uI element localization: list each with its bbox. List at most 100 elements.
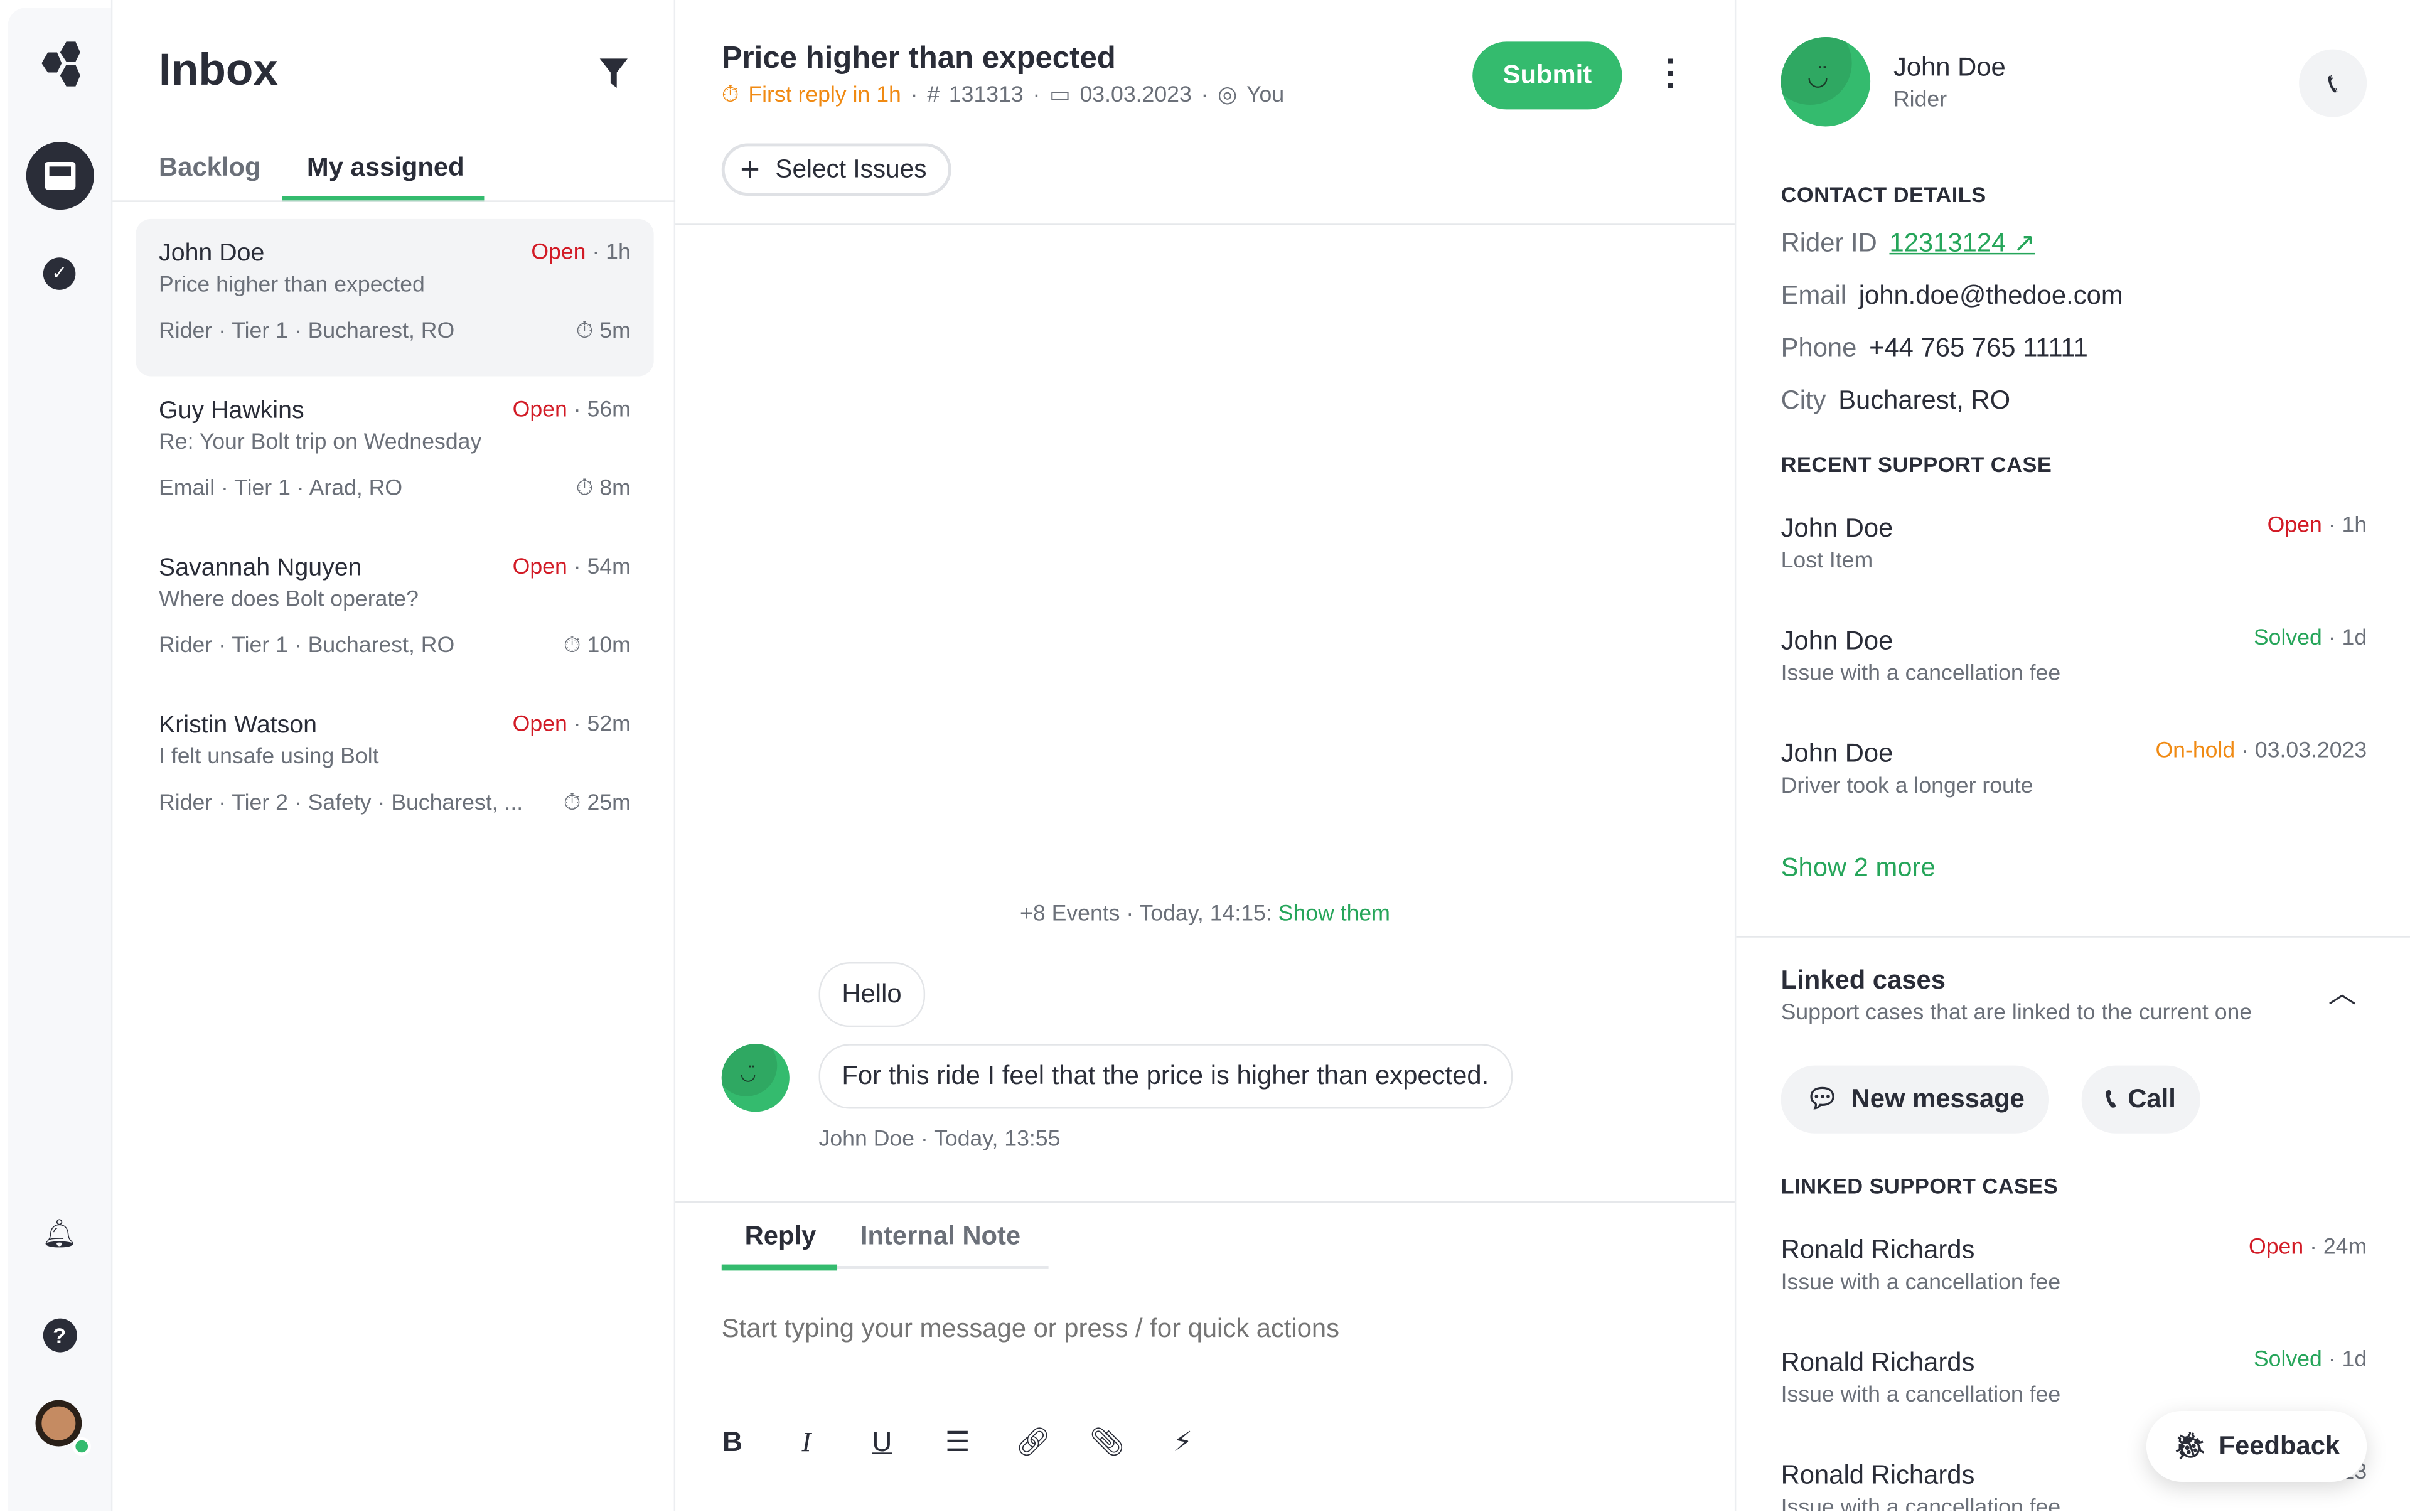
reply-input[interactable] — [721, 1314, 1678, 1345]
stopwatch-icon: ⏱ — [563, 791, 587, 816]
item-subject: Price higher than expected — [159, 272, 425, 298]
underline-icon[interactable]: U — [872, 1426, 892, 1457]
section-header: RECENT SUPPORT CASE — [1781, 451, 2052, 477]
case-name: Ronald Richards — [1781, 1235, 1975, 1265]
bug-icon: 🐞︎ — [2173, 1430, 2207, 1461]
tab-reply[interactable]: Reply — [744, 1221, 817, 1251]
phone-call-button[interactable]: 📞︎ — [2299, 49, 2367, 117]
inbox-icon[interactable] — [8, 142, 111, 210]
case-item[interactable]: John Doe On-hold · 03.03.2023 Driver took… — [1781, 738, 2367, 799]
italic-icon[interactable]: I — [801, 1426, 811, 1457]
logo-icon[interactable] — [8, 38, 111, 91]
show-events-link[interactable]: Show them — [1278, 902, 1390, 927]
case-name: John Doe — [1781, 738, 1893, 768]
label: City — [1781, 385, 1826, 415]
ticket-id: 131313 — [948, 83, 1024, 108]
case-subject: Issue with a cancellation fee — [1781, 661, 2061, 687]
page-title: Inbox — [159, 46, 279, 96]
inbox-item[interactable]: Guy Hawkins Open · 56m Re: Your Bolt trip… — [159, 397, 631, 501]
message-bubble: Hello — [818, 962, 925, 1027]
divider — [721, 1266, 1049, 1269]
tab-backlog[interactable]: Backlog — [159, 153, 261, 182]
tab-my-assigned[interactable]: My assigned — [306, 153, 464, 182]
list-icon[interactable]: ☰ — [945, 1426, 970, 1457]
item-timer: 8m — [599, 476, 631, 501]
label: Rider ID — [1781, 228, 1877, 258]
case-age: 1d — [2342, 626, 2367, 651]
stopwatch-icon: ⏱ — [563, 633, 587, 659]
divider — [675, 1201, 1735, 1203]
plus-icon: + — [740, 149, 760, 188]
inbox-item[interactable]: Kristin Watson Open · 52m I felt unsafe u… — [159, 712, 631, 816]
label: Email — [1781, 281, 1847, 310]
feedback-button[interactable]: 🐞︎ Feedback — [2146, 1410, 2367, 1482]
call-button[interactable]: 📞︎ Call — [2081, 1065, 2201, 1134]
chevron-up-icon[interactable]: ︿ — [2328, 977, 2356, 1009]
new-message-label: New message — [1851, 1084, 2025, 1113]
ticket-panel: Price higher than expected ⏱ First reply… — [675, 0, 1735, 1511]
inbox-item[interactable]: Savannah Nguyen Open · 54m Where does Bol… — [159, 555, 631, 659]
item-meta: Rider · Tier 1 · Bucharest, RO — [159, 633, 455, 659]
contact-avatar: ◡̈ — [721, 1044, 790, 1112]
first-reply: First reply in 1h — [748, 83, 901, 108]
item-age: 54m — [587, 555, 631, 580]
bold-icon[interactable]: B — [722, 1426, 742, 1457]
chat-icon: 💬︎ — [1805, 1084, 1839, 1113]
case-name: John Doe — [1781, 626, 1893, 656]
contact-role: Rider — [1893, 88, 1947, 113]
stopwatch-icon: ⏱ — [576, 476, 600, 501]
timer-icon: ⏱ — [721, 83, 739, 108]
case-subject: Issue with a cancellation fee — [1781, 1383, 2061, 1408]
message-meta: John Doe · Today, 13:55 — [818, 1127, 1061, 1152]
submit-button[interactable]: Submit — [1472, 41, 1622, 110]
tab-internal-note[interactable]: Internal Note — [860, 1221, 1021, 1251]
link-icon[interactable]: 🔗︎ — [1015, 1426, 1051, 1457]
ticket-title: Price higher than expected — [721, 41, 1116, 76]
email-value: john.doe@thedoe.com — [1858, 281, 2123, 310]
contact-panel: ◡̈ John Doe Rider 📞︎ CONTACT DETAILS Rid… — [1734, 0, 2410, 1511]
assignee: You — [1246, 83, 1285, 108]
case-subject: Issue with a cancellation fee — [1781, 1270, 2061, 1295]
inbox-item[interactable]: John Doe Open · 1h Price higher than expe… — [136, 218, 654, 377]
case-item[interactable]: Ronald Richards Open · 24m Issue with a c… — [1781, 1235, 2367, 1295]
stopwatch-icon: ⏱ — [576, 319, 600, 344]
case-name: Ronald Richards — [1781, 1348, 1975, 1377]
item-name: Guy Hawkins — [159, 397, 304, 424]
status-badge: Open — [512, 397, 567, 423]
divider — [1736, 936, 2410, 938]
avatar[interactable] — [8, 1400, 111, 1456]
case-item[interactable]: John Doe Open · 1h Lost Item — [1781, 513, 2367, 574]
ticket-meta: ⏱ First reply in 1h · # 131313 · ▭ 03.03.2… — [721, 83, 1285, 108]
case-name: John Doe — [1781, 513, 1893, 543]
case-age: 03.03.2023 — [2254, 738, 2367, 764]
rider-id-link[interactable]: 12313124 ↗ — [1889, 228, 2035, 258]
user-icon: ◎ — [1218, 83, 1238, 108]
show-more-link[interactable]: Show 2 more — [1781, 852, 1936, 882]
call-label: Call — [2128, 1084, 2176, 1113]
bell-icon[interactable]: 🔔︎ — [41, 1218, 77, 1250]
case-name: Ronald Richards — [1781, 1460, 1975, 1490]
item-timer: 10m — [587, 633, 631, 659]
item-name: Kristin Watson — [159, 712, 317, 739]
check-circle-icon[interactable]: ✓ — [8, 257, 111, 290]
hash-icon: # — [927, 83, 940, 108]
case-subject: Issue with a cancellation fee — [1781, 1496, 2061, 1511]
events-line: +8 Events · Today, 14:15: Show them — [675, 902, 1735, 926]
more-icon[interactable]: · · · — [1666, 41, 1678, 105]
new-message-button[interactable]: 💬︎ New message — [1781, 1065, 2050, 1134]
item-age: 1h — [606, 240, 631, 265]
bolt-icon[interactable]: ⚡︎ — [1172, 1426, 1192, 1457]
message-bubble: For this ride I feel that the price is h… — [818, 1044, 1513, 1109]
section-header: LINKED SUPPORT CASES — [1781, 1173, 2059, 1198]
case-item[interactable]: Ronald Richards Solved · 1d Issue with a … — [1781, 1348, 2367, 1408]
select-issues-button[interactable]: + Select Issues — [721, 143, 951, 196]
inbox-panel: Inbox Backlog My assigned John Doe Open ·… — [110, 0, 676, 1511]
item-subject: Re: Your Bolt trip on Wednesday — [159, 430, 482, 455]
attach-icon[interactable]: 📎︎ — [1089, 1426, 1125, 1457]
case-item[interactable]: John Doe Solved · 1d Issue with a cancell… — [1781, 626, 2367, 687]
active-tab-indicator — [282, 196, 485, 202]
linked-title: Linked cases — [1781, 965, 1946, 995]
filter-icon[interactable] — [598, 57, 629, 99]
item-age: 56m — [587, 397, 631, 423]
help-icon[interactable]: ? — [8, 1318, 111, 1353]
